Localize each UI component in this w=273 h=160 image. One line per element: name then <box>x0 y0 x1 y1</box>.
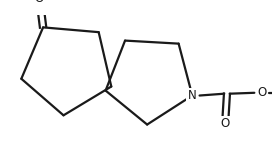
Text: O: O <box>257 86 266 99</box>
Text: N: N <box>188 89 197 102</box>
Text: O: O <box>35 0 44 5</box>
Text: O: O <box>221 117 230 130</box>
